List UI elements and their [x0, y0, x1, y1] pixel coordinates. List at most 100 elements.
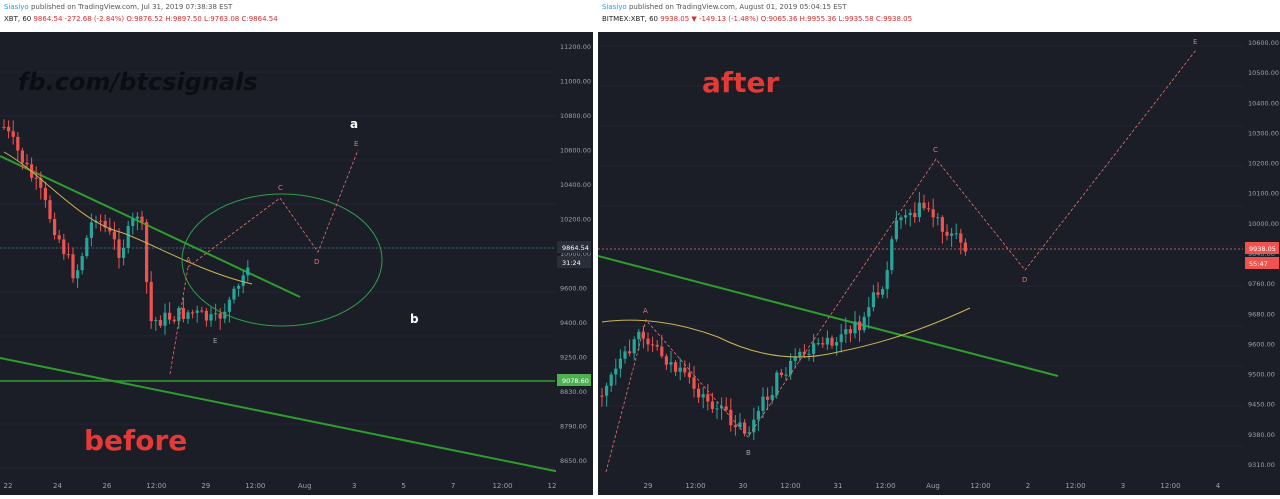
price-tick-label: 10600.00: [560, 147, 591, 155]
candle-body: [651, 344, 655, 346]
moving-average-line: [3, 151, 253, 285]
candle-body: [761, 396, 765, 411]
price-tag: [557, 256, 591, 268]
candle-body: [16, 136, 20, 151]
candle-body: [899, 217, 903, 221]
price-tag-label: 9938.05: [1249, 245, 1276, 253]
price-tick-label: 10200.00: [560, 216, 591, 224]
candle-body: [959, 233, 963, 243]
time-tick-label: 30: [739, 482, 748, 490]
watermark-text: fb.com/btcsignals: [18, 68, 258, 96]
target-zone-circle: [181, 193, 383, 327]
lower-trendline: [0, 357, 561, 473]
candle-body: [637, 331, 641, 340]
projection-path: [169, 266, 189, 375]
price-tag: [557, 374, 591, 386]
candle-body: [655, 344, 659, 347]
wave-label: C: [933, 146, 938, 154]
wave-label: E: [1193, 38, 1197, 46]
candle-body: [112, 231, 116, 240]
symbol-line: XBT, 60 9864.54 -272.68 (-2.84%) O:9876.…: [4, 15, 278, 23]
time-tick-label: 12:00: [146, 482, 166, 490]
time-tick-label: 12:00: [492, 482, 512, 490]
time-tick-label: Aug: [298, 482, 312, 490]
time-tick-label: Aug: [926, 482, 940, 490]
candle-body: [660, 346, 664, 357]
wave-label: A: [643, 307, 648, 315]
candle-body: [798, 351, 802, 357]
candle-body: [692, 377, 696, 389]
candle-body: [85, 237, 89, 257]
candle-body: [683, 367, 687, 373]
time-tick-label: 24: [53, 482, 62, 490]
chart-canvas: A C D E Ea b fb.com/btcsignals before 11200.00 11…: [0, 32, 593, 495]
candle-body: [7, 126, 11, 132]
candle-body: [20, 150, 24, 163]
candle-body: [232, 288, 236, 300]
candle-body: [936, 217, 940, 219]
candle-body: [618, 358, 622, 369]
wave-label: a: [350, 117, 358, 131]
time-tick-label: 5: [401, 482, 405, 490]
author-link[interactable]: Siasiyo: [602, 3, 627, 11]
price-tick-label: 9500.00: [1248, 371, 1275, 379]
candle-body: [867, 307, 871, 317]
candle-body: [140, 216, 144, 223]
candle-body: [149, 281, 153, 322]
price-tag: [1245, 257, 1279, 269]
candle-body: [209, 314, 213, 321]
candle-body: [39, 177, 43, 188]
candle-body: [53, 219, 57, 236]
candle-body: [43, 187, 47, 201]
candle-body: [940, 217, 944, 232]
price-tick-label: 10500.00: [1248, 69, 1279, 77]
publish-info: published on TradingView.com, August 01,…: [628, 3, 847, 11]
publish-line: Siasiyo published on TradingView.com, Ju…: [4, 3, 232, 11]
candle-body: [963, 242, 967, 252]
price-tick-label: 9310.00: [1248, 461, 1275, 469]
price-tick-label: 8650.00: [560, 457, 587, 465]
author-link[interactable]: Siasiyo: [4, 3, 29, 11]
candle-body: [876, 292, 880, 295]
price-tick-label: 11000.00: [560, 78, 591, 86]
price-tick-label: 10200.00: [1248, 160, 1279, 168]
chart-before: Siasiyo published on TradingView.com, Ju…: [0, 0, 593, 495]
price-tick-label: 10600.00: [1248, 39, 1279, 47]
candle-body: [766, 396, 770, 400]
candle-body: [825, 337, 829, 345]
price-tag: [1245, 242, 1279, 254]
candle-body: [913, 212, 917, 218]
candle-body: [830, 337, 834, 346]
candle-body: [812, 343, 816, 354]
candle-body: [204, 310, 208, 321]
publish-info: published on TradingView.com, Jul 31, 20…: [30, 3, 233, 11]
candle-body: [862, 316, 866, 331]
candle-body: [214, 313, 218, 315]
candle-body: [80, 256, 84, 271]
time-tick-label: 12:00: [685, 482, 705, 490]
candle-body: [664, 356, 668, 365]
candle-body: [752, 419, 756, 433]
candle-body: [168, 312, 172, 320]
wave-label: D: [1022, 276, 1027, 284]
candle-body: [904, 215, 908, 218]
price-tick-label: 10400.00: [560, 181, 591, 189]
price-tick-label: 11200.00: [560, 43, 591, 51]
price-tick-label: 10000.00: [1248, 220, 1279, 228]
time-tick-label: 29: [201, 482, 210, 490]
candle-body: [163, 312, 167, 326]
time-tick-label: 31: [834, 482, 843, 490]
candle-body: [710, 401, 714, 410]
candle-body: [678, 367, 682, 372]
candle-body: [844, 329, 848, 335]
candle-body: [34, 177, 38, 179]
chart-after: Siasiyo published on TradingView.com, Au…: [597, 0, 1280, 495]
time-tick-label: 12: [548, 482, 557, 490]
candle-body: [99, 220, 103, 222]
candle-body: [246, 267, 250, 276]
price-tag-label: 9864.54: [562, 244, 589, 252]
candle-body: [802, 351, 806, 354]
symbol-line: BITMEX:XBT, 60 9938.05 ▼ -149.13 (-1.48%…: [602, 15, 912, 23]
